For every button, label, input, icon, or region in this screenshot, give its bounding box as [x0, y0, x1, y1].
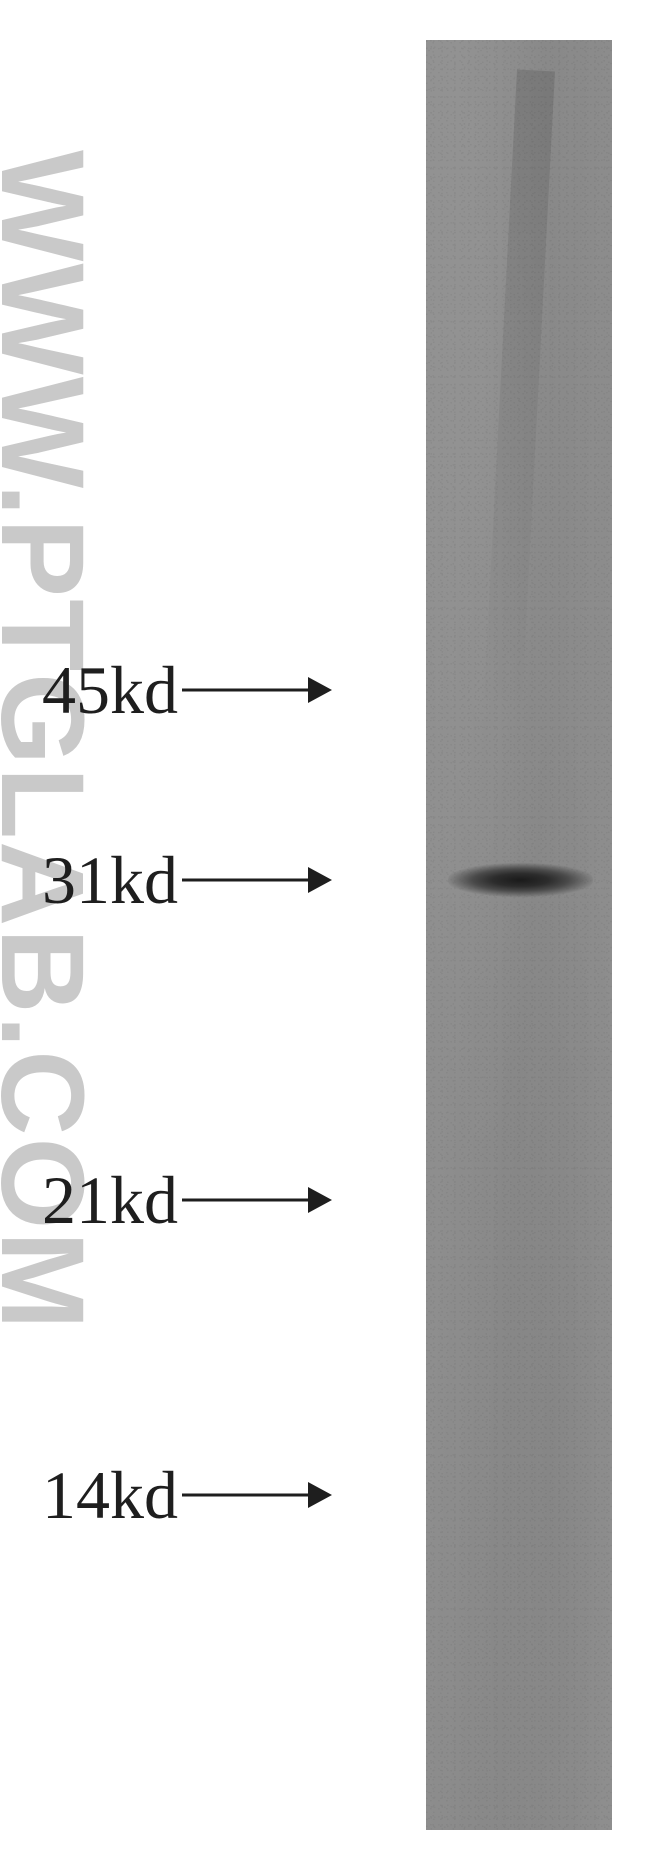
mw-marker-label: 14kd	[42, 1461, 178, 1529]
mw-marker-label: 21kd	[42, 1166, 178, 1234]
mw-marker-row: 14kd	[42, 1461, 332, 1529]
watermark-text: WWW.PTGLAB.COM	[0, 150, 110, 1332]
protein-band	[448, 857, 593, 903]
arrow-right-icon	[182, 1187, 332, 1213]
mw-marker-label: 45kd	[42, 656, 178, 724]
arrow-right-icon	[182, 867, 332, 893]
arrow-right-icon	[182, 677, 332, 703]
arrow-right-icon	[182, 1482, 332, 1508]
mw-marker-row: 31kd	[42, 846, 332, 914]
western-blot-figure: WWW.PTGLAB.COM 45kd 31kd 21kd 14kd	[0, 0, 650, 1855]
mw-marker-row: 45kd	[42, 656, 332, 724]
mw-marker-row: 21kd	[42, 1166, 332, 1234]
mw-marker-label: 31kd	[42, 846, 178, 914]
